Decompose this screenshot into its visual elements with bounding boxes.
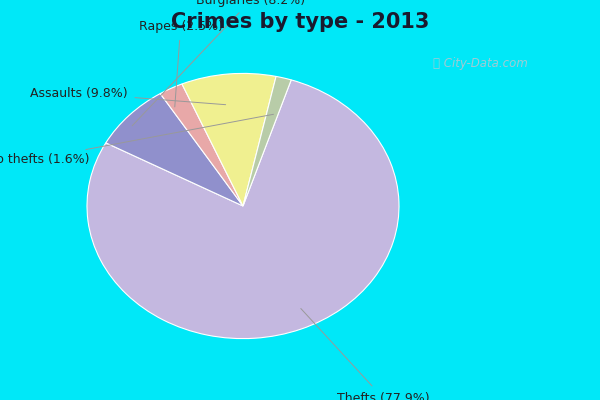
Text: Thefts (77.9%): Thefts (77.9%)	[301, 308, 430, 400]
Text: ⓘ City-Data.com: ⓘ City-Data.com	[433, 58, 527, 70]
Text: Crimes by type - 2013: Crimes by type - 2013	[171, 12, 429, 32]
Wedge shape	[160, 84, 243, 206]
Text: Burglaries (8.2%): Burglaries (8.2%)	[132, 0, 305, 126]
Wedge shape	[182, 74, 276, 206]
Wedge shape	[87, 80, 399, 338]
Text: Rapes (2.5%): Rapes (2.5%)	[139, 20, 223, 107]
Text: Auto thefts (1.6%): Auto thefts (1.6%)	[0, 114, 274, 166]
Text: Assaults (9.8%): Assaults (9.8%)	[31, 87, 226, 105]
Wedge shape	[243, 76, 291, 206]
Wedge shape	[106, 94, 243, 206]
